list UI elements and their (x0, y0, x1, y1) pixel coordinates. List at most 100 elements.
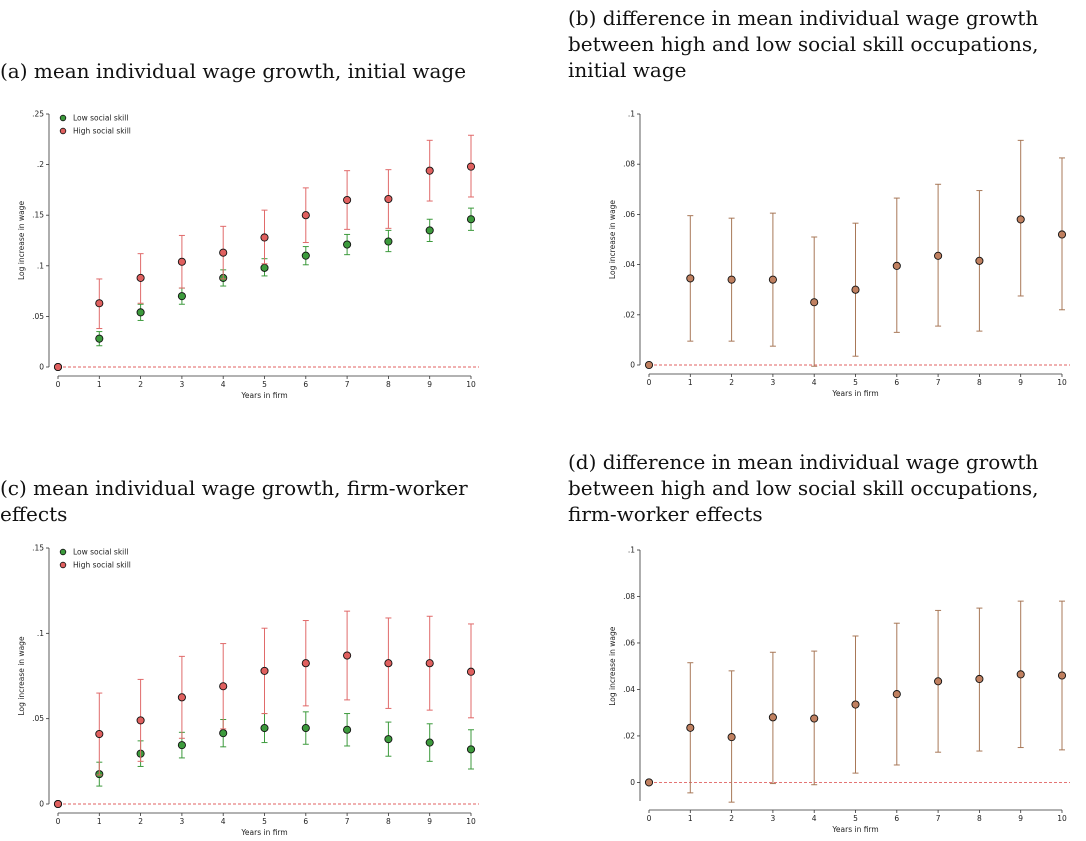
data-point (384, 659, 393, 668)
data-point (425, 738, 434, 747)
data-point (177, 693, 186, 702)
legend-marker (59, 548, 67, 556)
y-tick-label: 0 (39, 800, 44, 809)
data-point (686, 723, 695, 732)
x-tick-label: 8 (977, 378, 982, 387)
x-tick-label: 5 (262, 817, 267, 826)
data-point (934, 677, 943, 686)
x-tick-label: 5 (853, 814, 858, 823)
data-point (384, 735, 393, 744)
x-tick-label: 6 (894, 814, 899, 823)
x-axis-label: Years in firm (240, 828, 287, 837)
legend-label: Low social skill (73, 548, 128, 557)
y-axis-label: Log increase in wage (17, 201, 26, 280)
y-tick-label: .08 (623, 160, 635, 169)
data-point (219, 729, 228, 738)
data-point (892, 690, 901, 699)
y-tick-label: 0 (630, 778, 635, 787)
data-point (466, 162, 476, 171)
panel-b-title: (b) difference in mean individual wage g… (568, 6, 1039, 82)
data-point (644, 360, 654, 370)
x-tick-label: 6 (894, 378, 899, 387)
x-tick-label: 10 (1057, 378, 1067, 387)
data-point (810, 298, 819, 307)
data-point (95, 334, 104, 343)
data-point (466, 745, 476, 754)
data-point (177, 292, 186, 301)
data-point (301, 251, 310, 260)
data-point (644, 778, 654, 787)
x-tick-label: 4 (221, 817, 226, 826)
x-tick-label: 7 (936, 814, 941, 823)
x-tick-label: 0 (647, 378, 652, 387)
x-tick-label: 7 (345, 380, 350, 389)
x-tick-label: 2 (138, 380, 143, 389)
data-point (892, 261, 901, 270)
data-point (768, 275, 777, 284)
legend-label: Low social skill (73, 114, 128, 123)
x-tick-label: 8 (977, 814, 982, 823)
x-tick-label: 10 (466, 817, 476, 826)
x-tick-label: 3 (771, 378, 776, 387)
legend-label: High social skill (73, 127, 131, 136)
data-point (53, 799, 63, 809)
x-tick-label: 9 (1018, 378, 1023, 387)
x-tick-label: 4 (812, 814, 817, 823)
y-tick-label: .1 (628, 110, 635, 119)
data-point (177, 257, 186, 266)
data-point (219, 248, 228, 257)
data-point (95, 729, 104, 739)
data-point (810, 714, 819, 723)
data-point (1016, 215, 1025, 224)
panel-a-title: (a) mean individual wage growth, initial… (0, 59, 467, 83)
data-point (851, 700, 860, 709)
data-point (975, 674, 984, 684)
x-axis-label: Years in firm (831, 389, 878, 398)
y-axis-label: Log increase in wage (17, 636, 26, 715)
x-tick-label: 6 (303, 380, 308, 389)
x-tick-label: 9 (427, 817, 432, 826)
x-tick-label: 1 (97, 380, 102, 389)
legend-label: High social skill (73, 561, 131, 570)
x-tick-label: 1 (688, 814, 693, 823)
x-tick-label: 0 (56, 380, 61, 389)
x-tick-label: 5 (853, 378, 858, 387)
x-tick-label: 7 (345, 817, 350, 826)
data-point (466, 215, 476, 224)
x-tick-label: 7 (936, 378, 941, 387)
data-point (934, 251, 943, 260)
x-axis-label: Years in firm (240, 391, 287, 400)
data-point (768, 713, 777, 722)
data-point (260, 233, 269, 242)
x-tick-label: 4 (221, 380, 226, 389)
y-tick-label: .2 (37, 160, 44, 169)
legend-marker (59, 114, 67, 122)
y-tick-label: .04 (623, 685, 635, 694)
data-point (1016, 670, 1025, 679)
y-tick-label: 0 (39, 363, 44, 372)
y-tick-label: .05 (32, 714, 44, 723)
y-tick-label: 0 (630, 361, 635, 370)
data-point (260, 724, 269, 733)
x-tick-label: 5 (262, 380, 267, 389)
data-point (301, 659, 310, 668)
x-tick-label: 2 (729, 814, 734, 823)
y-tick-label: .05 (32, 312, 44, 321)
data-point (425, 659, 434, 668)
data-point (425, 166, 434, 175)
x-tick-label: 0 (56, 817, 61, 826)
x-tick-label: 10 (466, 380, 476, 389)
data-point (343, 725, 352, 734)
data-point (727, 733, 736, 742)
y-tick-label: .02 (623, 731, 635, 740)
y-tick-label: .1 (628, 546, 635, 555)
y-tick-label: .1 (37, 261, 44, 270)
x-tick-label: 9 (1018, 814, 1023, 823)
panel-c-title: (c) mean individual wage growth, firm-wo… (0, 476, 468, 526)
data-point (301, 724, 310, 733)
x-tick-label: 0 (647, 814, 652, 823)
panel-d-title: (d) difference in mean individual wage g… (568, 450, 1039, 526)
